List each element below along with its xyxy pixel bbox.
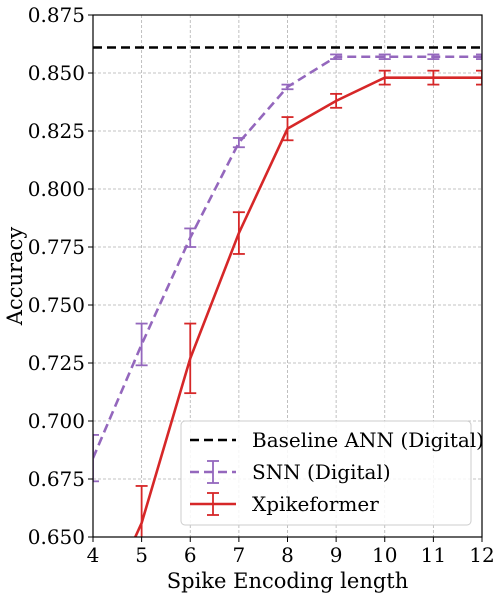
x-tick-label: 11 [421, 543, 446, 567]
legend-box [180, 420, 472, 526]
x-tick-label: 8 [281, 543, 294, 567]
y-tick-label: 0.800 [28, 177, 85, 201]
x-tick-label: 6 [184, 543, 197, 567]
y-axis-ticks: 0.650 0.675 0.700 0.725 0.750 0.775 0.800 0.825… [28, 3, 93, 549]
x-tick-label: 7 [233, 543, 246, 567]
y-tick-label: 0.725 [28, 351, 85, 375]
legend-entry-label: SNN (Digital) [252, 460, 391, 484]
y-tick-label: 0.750 [28, 293, 85, 317]
y-tick-label: 0.675 [28, 467, 85, 491]
x-tick-label: 5 [135, 543, 148, 567]
y-tick-label: 0.775 [28, 235, 85, 259]
x-axis-ticks: 4 5 6 7 8 9 10 11 12 [87, 537, 495, 567]
plot-frame [92, 14, 483, 538]
y-tick-label: 0.875 [28, 3, 85, 27]
legend-entry-label: Xpikeformer [252, 492, 379, 516]
legend-entry-label: Baseline ANN (Digital) [252, 428, 484, 452]
y-tick-label: 0.700 [28, 409, 85, 433]
x-tick-label: 12 [469, 543, 494, 567]
x-tick-label: 4 [87, 543, 100, 567]
y-tick-label: 0.650 [28, 525, 85, 549]
x-tick-label: 10 [372, 543, 397, 567]
plot-area [93, 46, 482, 537]
x-axis-label: Spike Encoding length [167, 569, 409, 593]
legend: Baseline ANN (Digital) SNN (Digital) Xpike… [180, 420, 484, 526]
y-tick-label: 0.850 [28, 61, 85, 85]
y-tick-label: 0.825 [28, 119, 85, 143]
y-axis-label: Accuracy [3, 227, 27, 327]
x-tick-label: 9 [330, 543, 343, 567]
